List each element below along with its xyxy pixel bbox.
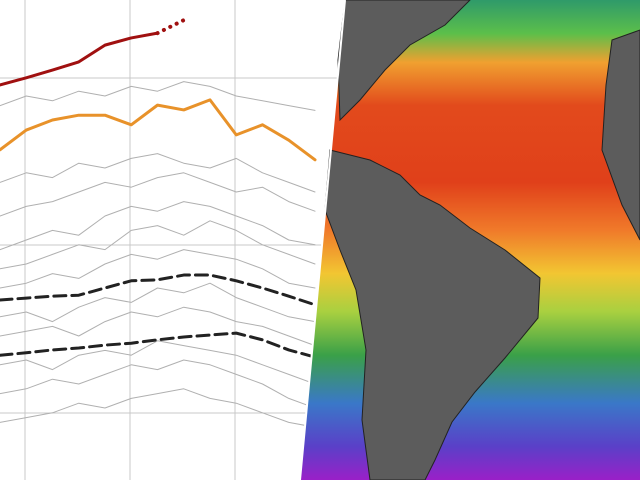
land-north-america xyxy=(337,0,471,122)
series-line xyxy=(0,306,316,347)
series-line xyxy=(0,331,317,359)
series-line xyxy=(0,340,316,385)
series-line xyxy=(0,153,316,193)
series-line xyxy=(0,81,316,111)
series-line xyxy=(0,31,159,87)
chart-background xyxy=(0,0,345,480)
land-south-america xyxy=(324,149,541,480)
series-line xyxy=(0,359,316,409)
grid xyxy=(0,0,345,480)
series-line xyxy=(0,220,316,270)
series-line xyxy=(0,249,316,289)
series-line xyxy=(0,388,316,428)
series-line xyxy=(0,98,317,162)
series-line xyxy=(155,18,186,36)
line-chart xyxy=(0,0,345,480)
series-line xyxy=(0,172,316,217)
series-line xyxy=(0,201,316,251)
series-line xyxy=(0,273,317,307)
map xyxy=(299,0,640,480)
divider xyxy=(299,0,346,480)
series-line xyxy=(0,282,316,323)
land-africa xyxy=(601,29,640,241)
